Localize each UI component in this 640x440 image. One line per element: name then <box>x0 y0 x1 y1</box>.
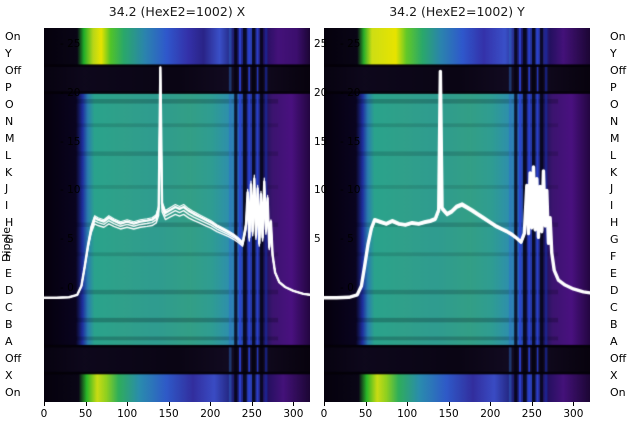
row-label: J <box>5 182 9 196</box>
row-labels-left: On Y Off P O N M L K J I H G F E D C B A Off X On <box>5 30 39 399</box>
plot-title-right: 34.2 (HexE2=1002) Y <box>389 4 525 19</box>
row-label: Off <box>5 351 22 365</box>
x-tick-label: 100 <box>397 408 418 420</box>
row-label: D <box>5 284 14 298</box>
row-label: L <box>5 148 12 162</box>
row-label: D <box>610 284 619 298</box>
row-label: X <box>5 368 13 382</box>
row-labels-right: On Y Off P O N M L K J I H G F E D C B A Off X On <box>610 30 640 399</box>
x-tick-mark <box>251 402 253 406</box>
row-label: On <box>610 30 626 43</box>
row-label: Y <box>610 46 617 60</box>
x-tick-label: 0 <box>40 408 48 420</box>
row-label: O <box>610 97 619 111</box>
x-tick-mark <box>573 402 575 406</box>
row-label: F <box>610 250 617 264</box>
x-tick-mark <box>168 402 170 406</box>
row-label: F <box>5 250 12 264</box>
row-label: I <box>610 199 614 213</box>
row-label: Y <box>5 46 12 60</box>
row-label: M <box>610 131 620 145</box>
row-label: B <box>610 317 618 331</box>
x-tick-label: 150 <box>438 408 459 420</box>
x-tick-label: 50 <box>358 408 373 420</box>
x-tick-mark <box>448 402 450 406</box>
row-label: P <box>610 80 617 94</box>
row-label: C <box>5 301 13 314</box>
edge-tick-label: 5 <box>314 233 321 246</box>
x-tick-label: 200 <box>480 408 501 420</box>
x-tick-label: 100 <box>117 408 138 420</box>
x-tick-mark <box>293 402 295 406</box>
heatmap-canvas-y <box>324 28 590 402</box>
row-label: C <box>610 301 618 314</box>
row-label: O <box>5 97 14 111</box>
row-label: Off <box>610 351 627 365</box>
row-label: K <box>610 165 618 179</box>
row-label: E <box>5 267 12 281</box>
x-tick-label: 250 <box>521 408 542 420</box>
x-tick-mark <box>324 402 325 406</box>
x-tick-mark <box>127 402 129 406</box>
row-label: A <box>610 334 618 348</box>
row-label: On <box>610 385 626 399</box>
x-tick-mark <box>210 402 212 406</box>
row-label: On <box>5 385 21 399</box>
row-label: Off <box>5 63 22 77</box>
x-tick-mark <box>365 402 367 406</box>
x-tick-label: 150 <box>158 408 179 420</box>
row-label: H <box>5 216 14 230</box>
x-tick-mark <box>490 402 492 406</box>
row-label: B <box>5 317 13 331</box>
row-label: A <box>5 334 13 348</box>
row-label: L <box>610 148 617 162</box>
row-label: P <box>5 80 12 94</box>
row-label: N <box>610 114 619 128</box>
row-label: X <box>610 368 618 382</box>
row-label: H <box>610 216 619 230</box>
row-label: G <box>5 233 14 247</box>
row-label: I <box>5 199 9 213</box>
x-tick-label: 300 <box>283 408 304 420</box>
x-tick-mark <box>85 402 87 406</box>
x-tick-mark <box>407 402 409 406</box>
x-tick-label: 50 <box>78 408 93 420</box>
x-tick-mark <box>531 402 533 406</box>
row-label: N <box>5 114 14 128</box>
row-label: K <box>5 165 13 179</box>
row-label: G <box>610 233 619 247</box>
x-tick-label: 300 <box>563 408 584 420</box>
row-label: On <box>5 30 21 43</box>
row-label: J <box>610 182 614 196</box>
x-tick-label: 200 <box>200 408 221 420</box>
row-label: E <box>610 267 617 281</box>
plot-title-left: 34.2 (HexE2=1002) X <box>108 4 246 19</box>
x-tick-label: 0 <box>320 408 328 420</box>
row-label: Off <box>610 63 627 77</box>
row-label: M <box>5 131 15 145</box>
heatmap-canvas-x <box>44 28 310 402</box>
x-tick-label: 250 <box>241 408 262 420</box>
x-tick-mark <box>44 402 45 406</box>
